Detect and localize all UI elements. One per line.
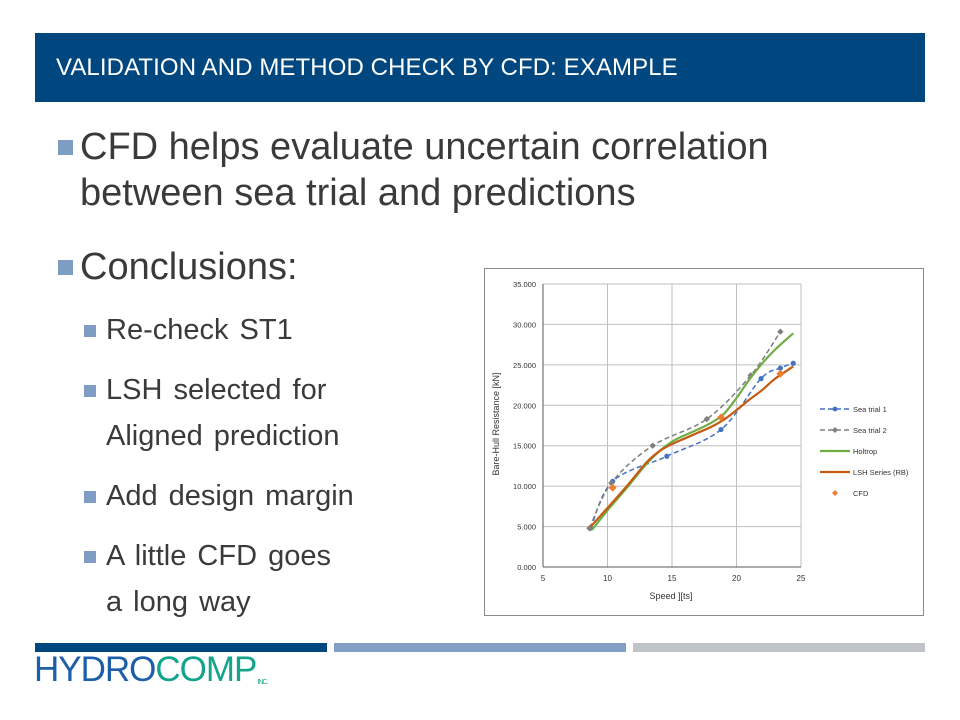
legend-item: Holtrop xyxy=(820,447,877,456)
square-bullet-icon xyxy=(84,385,96,397)
svg-text:Sea trial 2: Sea trial 2 xyxy=(853,426,887,435)
bullet-text-line: A little CFD goes xyxy=(106,540,331,572)
series-cfd xyxy=(608,369,785,492)
svg-text:10.000: 10.000 xyxy=(513,482,536,491)
square-bullet-icon xyxy=(84,551,96,563)
y-axis-label: Bare-Hull Resistance [kN] xyxy=(491,372,501,475)
bullet-text-line: Aligned prediction xyxy=(106,420,340,452)
legend-item: LSH Series (RB) xyxy=(820,468,909,477)
svg-text:25: 25 xyxy=(797,574,806,583)
svg-text:20: 20 xyxy=(732,574,741,583)
chart-tick-labels: 5 10 15 20 25 0.000 5.000 10.000 15.000 20.000 25.… xyxy=(513,280,806,583)
svg-text:CFD: CFD xyxy=(853,489,869,498)
legend-item: CFD xyxy=(832,489,869,498)
title-bar: VALIDATION AND METHOD CHECK BY CFD: EXAM… xyxy=(35,33,925,102)
svg-text:LSH Series (RB): LSH Series (RB) xyxy=(853,468,909,477)
svg-text:Holtrop: Holtrop xyxy=(853,447,877,456)
square-bullet-icon xyxy=(58,140,73,155)
series-lsh-series-rb- xyxy=(589,365,794,528)
square-bullet-icon xyxy=(58,260,73,275)
slide-title: VALIDATION AND METHOD CHECK BY CFD: EXAM… xyxy=(56,54,678,81)
svg-text:15: 15 xyxy=(668,574,677,583)
hydrocomp-logo: HYDRO COMP INC. xyxy=(34,650,268,690)
svg-text:Sea trial 1: Sea trial 1 xyxy=(853,405,887,414)
svg-text:20.000: 20.000 xyxy=(513,401,536,410)
chart-series xyxy=(586,328,796,532)
footer-bar-dark xyxy=(35,643,327,652)
chart-canvas: 5 10 15 20 25 0.000 5.000 10.000 15.000 20.000 25.… xyxy=(491,280,909,601)
resistance-chart: 5 10 15 20 25 0.000 5.000 10.000 15.000 20.000 25.… xyxy=(484,268,924,616)
footer-bar-light xyxy=(633,643,925,652)
svg-text:10: 10 xyxy=(603,574,612,583)
bullet-text-line: a long way xyxy=(106,586,251,618)
bullet-text-line: LSH selected for xyxy=(106,374,327,406)
bullet-text-line: between sea trial and predictions xyxy=(80,172,636,214)
legend-item: Sea trial 1 xyxy=(820,405,887,414)
x-axis-label: Speed ][ts] xyxy=(649,591,692,601)
square-bullet-icon xyxy=(84,325,96,337)
bullet-text-line: Conclusions: xyxy=(80,246,298,288)
chart-gridlines xyxy=(542,283,802,568)
svg-text:0.000: 0.000 xyxy=(517,563,536,572)
svg-text:30.000: 30.000 xyxy=(513,320,536,329)
svg-text:25.000: 25.000 xyxy=(513,361,536,370)
logo-text-hydro: HYDRO xyxy=(34,650,156,689)
chart-legend: Sea trial 1 Sea trial 2 Holtrop LSH Series … xyxy=(820,405,909,498)
series-holtrop xyxy=(591,332,794,531)
chart-axes xyxy=(542,284,801,568)
bullet-text-line: CFD helps evaluate uncertain correlation xyxy=(80,126,769,168)
svg-text:15.000: 15.000 xyxy=(513,442,536,451)
legend-item: Sea trial 2 xyxy=(820,426,887,435)
svg-text:35.000: 35.000 xyxy=(513,280,536,289)
svg-text:5.000: 5.000 xyxy=(517,523,536,532)
footer-bar-medium xyxy=(334,643,626,652)
bullet-text-line: Add design margin xyxy=(106,480,354,512)
bullet-text-line: Re-check ST1 xyxy=(106,314,293,346)
square-bullet-icon xyxy=(84,491,96,503)
svg-text:5: 5 xyxy=(541,574,546,583)
logo-mark: INC. xyxy=(257,679,268,686)
logo-text-comp: COMP xyxy=(155,650,257,689)
